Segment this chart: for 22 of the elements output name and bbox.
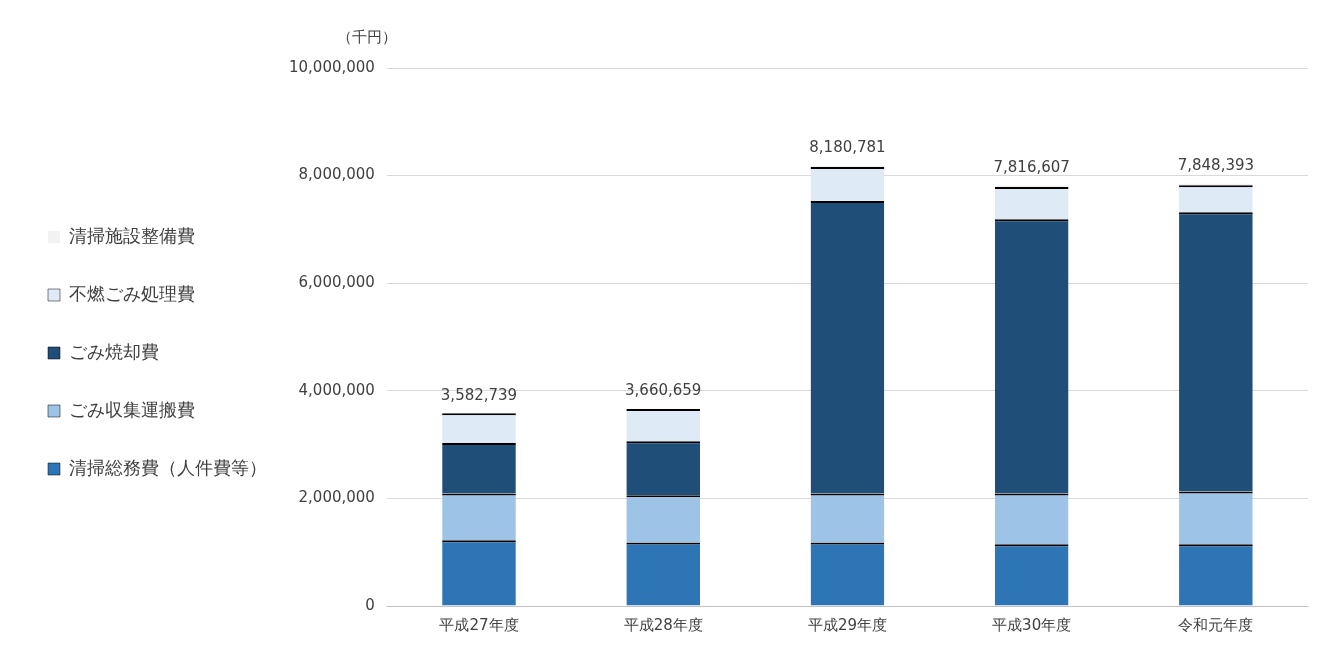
y-tick-label: 10,000,000 bbox=[288, 57, 375, 76]
legend-label: 清掃総務費（人件費等） bbox=[69, 456, 267, 478]
total-label: 3,660,659 bbox=[625, 381, 702, 400]
total-label: 7,848,393 bbox=[1177, 156, 1255, 175]
y-tick-label: 8,000,000 bbox=[298, 165, 375, 184]
x-tick-label: 平成29年度 bbox=[807, 615, 887, 634]
y-axis-title: （千円） bbox=[336, 28, 397, 47]
legend-label: 不燃ごみ処理費 bbox=[69, 282, 195, 304]
x-tick-label: 平成28年度 bbox=[623, 615, 703, 634]
y-tick-label: 0 bbox=[365, 595, 375, 614]
x-tick-label: 平成27年度 bbox=[439, 615, 519, 634]
legend-label: ごみ焼却費 bbox=[69, 340, 159, 362]
y-tick-label: 2,000,000 bbox=[298, 488, 375, 507]
x-tick-label: 令和元年度 bbox=[1178, 615, 1254, 634]
legend-label: ごみ収集運搬費 bbox=[69, 398, 195, 420]
y-tick-label: 4,000,000 bbox=[298, 380, 375, 399]
x-tick-label: 平成30年度 bbox=[992, 615, 1072, 634]
total-label: 8,180,781 bbox=[809, 138, 886, 157]
legend-label: 清掃施設整備費 bbox=[69, 224, 195, 246]
y-tick-label: 6,000,000 bbox=[298, 273, 375, 292]
total-label: 3,582,739 bbox=[440, 385, 518, 404]
total-label: 7,816,607 bbox=[993, 157, 1070, 176]
